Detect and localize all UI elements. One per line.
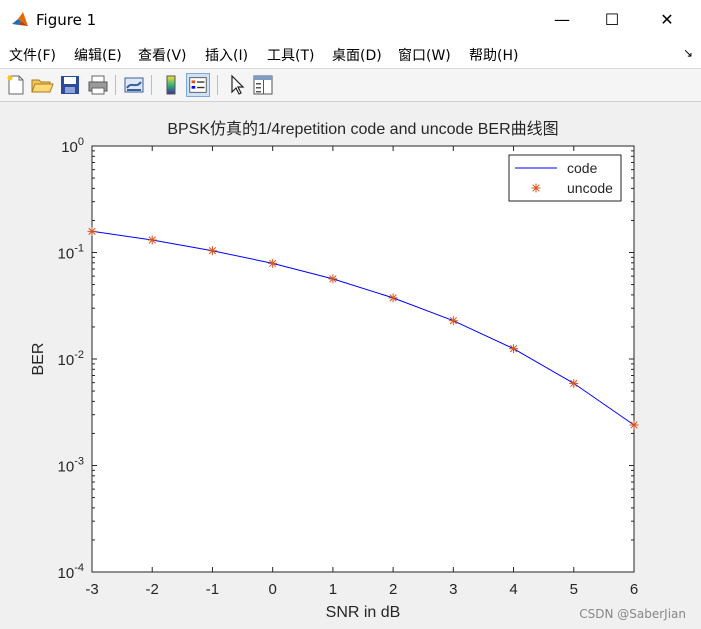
insert-colorbar-icon[interactable] — [159, 73, 183, 97]
uncode-series-marker — [509, 344, 519, 354]
legend-box — [508, 154, 622, 202]
code-series-line — [91, 230, 635, 426]
menu-file[interactable]: 文件(F) — [9, 48, 56, 64]
x-tick-label: 4 — [509, 581, 517, 598]
maximize-button[interactable]: ☐ — [604, 10, 620, 29]
uncode-series-marker — [328, 274, 338, 284]
y-tick-label: 10-4 — [58, 562, 84, 582]
y-tick-label: 100 — [61, 136, 84, 156]
minimize-button[interactable]: — — [554, 10, 570, 29]
window-titlebar: Figure 1 — ☐ ✕ — [0, 0, 701, 40]
x-axis-label: SNR in dB — [326, 604, 401, 621]
y-axis-label: BER — [30, 343, 47, 376]
y-tick-label: 10-3 — [58, 456, 84, 476]
menu-insert[interactable]: 插入(I) — [205, 48, 249, 64]
legend[interactable]: code uncode — [508, 154, 622, 202]
x-tick-label: 6 — [630, 581, 638, 598]
window-title: Figure 1 — [36, 11, 97, 29]
toolbar-separator — [151, 75, 152, 95]
legend-star-marker — [531, 183, 541, 193]
uncode-series-marker — [207, 246, 217, 256]
menu-bar: 文件(F) 编辑(E) 查看(V) 插入(I) 工具(T) 桌面(D) 窗口(W… — [0, 40, 701, 69]
x-tick-label: 5 — [570, 581, 578, 598]
link-plot-icon[interactable] — [122, 73, 146, 97]
axes-box — [91, 145, 635, 573]
toolbar-separator — [115, 75, 116, 95]
legend-uncode-swatch — [531, 183, 541, 193]
menu-desktop[interactable]: 桌面(D) — [332, 48, 382, 64]
x-tick-label: 0 — [268, 581, 276, 598]
menu-window[interactable]: 窗口(W) — [398, 48, 451, 64]
uncode-series-marker — [569, 378, 579, 388]
menu-view[interactable]: 查看(V) — [138, 48, 187, 64]
plot-series — [87, 226, 639, 430]
chart-title: BPSK仿真的1/4repetition code and uncode BER… — [167, 120, 558, 138]
x-tick-label: 1 — [329, 581, 337, 598]
watermark-text: CSDN @SaberJian — [579, 607, 686, 621]
uncode-series-marker — [268, 258, 278, 268]
x-tick-label: -1 — [206, 581, 219, 598]
y-tick-label: 10-1 — [58, 243, 84, 263]
uncode-series-marker — [147, 235, 157, 245]
new-figure-icon[interactable] — [4, 73, 28, 97]
edit-plot-icon[interactable] — [225, 73, 249, 97]
x-tick-label: 2 — [389, 581, 397, 598]
x-tick-label: -3 — [85, 581, 98, 598]
legend-code-label: code — [567, 160, 598, 176]
insert-legend-icon[interactable] — [186, 73, 210, 97]
figure-toolbar — [0, 69, 701, 102]
uncode-series-marker — [629, 420, 639, 430]
toolbar-separator — [217, 75, 218, 95]
figure-canvas: BPSK仿真的1/4repetition code and uncode BER… — [30, 120, 639, 621]
close-button[interactable]: ✕ — [660, 10, 674, 29]
menu-edit[interactable]: 编辑(E) — [74, 48, 122, 64]
legend-uncode-label: uncode — [567, 180, 613, 196]
x-tick-label: -2 — [146, 581, 159, 598]
open-file-icon[interactable] — [30, 73, 54, 97]
save-icon[interactable] — [58, 73, 82, 97]
matlab-logo-icon — [12, 12, 28, 26]
property-inspector-icon[interactable] — [251, 73, 275, 97]
menu-help[interactable]: 帮助(H) — [469, 48, 519, 64]
x-axis-ticks: -3 -2 -1 0 1 2 3 4 5 6 — [85, 146, 638, 598]
menu-tools[interactable]: 工具(T) — [267, 48, 315, 64]
uncode-series-marker — [388, 293, 398, 303]
uncode-series-marker — [87, 226, 97, 236]
dock-arrow-icon[interactable]: ↘ — [682, 46, 693, 60]
y-axis-ticks: 100 10-1 10-2 10-3 10-4 — [58, 136, 634, 582]
x-tick-label: 3 — [449, 581, 457, 598]
y-tick-label: 10-2 — [58, 349, 84, 369]
uncode-series-marker — [448, 316, 458, 326]
print-icon[interactable] — [86, 73, 110, 97]
